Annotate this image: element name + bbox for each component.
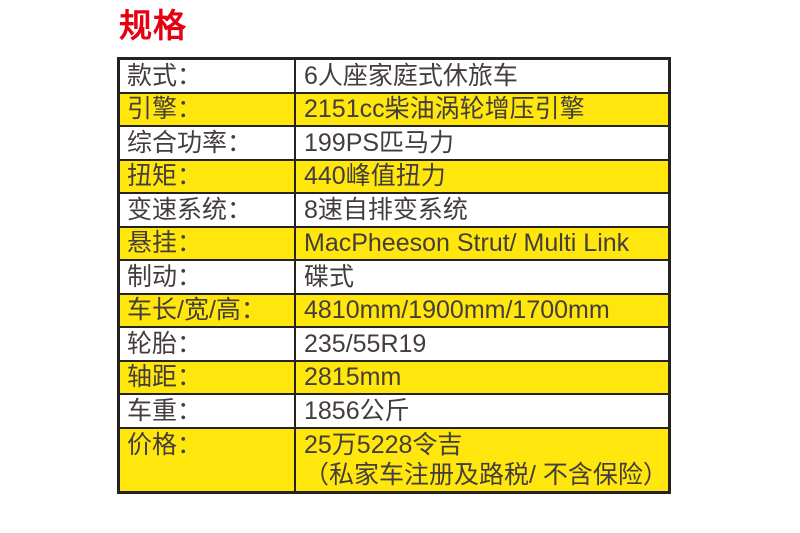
spec-label: 轴距： xyxy=(120,361,296,393)
spec-value-line: MacPheeson Strut/ Multi Link xyxy=(304,229,630,258)
table-row: 轴距： 2815mm xyxy=(120,361,668,395)
spec-value-line: 6人座家庭式休旅车 xyxy=(304,61,518,90)
spec-value-line: 25万5228令吉 xyxy=(304,430,463,459)
spec-value-line: 4810mm/1900mm/1700mm xyxy=(304,296,610,325)
spec-value: 440峰值扭力 xyxy=(296,161,668,193)
spec-label: 变速系统： xyxy=(120,194,296,226)
table-row: 车长/宽/高： 4810mm/1900mm/1700mm xyxy=(120,294,668,328)
spec-label: 价格： xyxy=(120,428,296,491)
spec-label: 车长/宽/高： xyxy=(120,294,296,326)
table-row: 款式： 6人座家庭式休旅车 xyxy=(120,60,668,94)
table-row: 车重： 1856公斤 xyxy=(120,395,668,429)
spec-value: MacPheeson Strut/ Multi Link xyxy=(296,228,668,260)
spec-value: 2815mm xyxy=(296,362,668,394)
spec-value-line: 碟式 xyxy=(304,262,355,291)
table-row: 价格： 25万5228令吉 （私家车注册及路税/ 不含保险） xyxy=(120,428,668,491)
table-row: 制动： 碟式 xyxy=(120,261,668,295)
spec-value: 25万5228令吉 （私家车注册及路税/ 不含保险） xyxy=(296,429,668,491)
spec-label: 悬挂： xyxy=(120,227,296,259)
page-title: 规格 xyxy=(119,7,187,44)
spec-value-line: 235/55R19 xyxy=(304,329,427,358)
spec-value-line: 440峰值扭力 xyxy=(304,162,446,191)
spec-value: 6人座家庭式休旅车 xyxy=(296,60,668,92)
spec-value-line: 199PS匹马力 xyxy=(304,128,455,157)
spec-label: 综合功率： xyxy=(120,127,296,159)
spec-value: 1856公斤 xyxy=(296,395,668,427)
table-row: 变速系统： 8速自排变系统 xyxy=(120,194,668,228)
spec-value: 8速自排变系统 xyxy=(296,194,668,226)
spec-value: 235/55R19 xyxy=(296,328,668,360)
spec-value-line: 2151cc柴油涡轮增压引擎 xyxy=(304,95,585,124)
spec-label: 制动： xyxy=(120,261,296,293)
spec-label: 款式： xyxy=(120,60,296,92)
spec-value-line: 8速自排变系统 xyxy=(304,195,468,224)
spec-value-line: （私家车注册及路税/ 不含保险） xyxy=(304,460,668,489)
table-row: 悬挂： MacPheeson Strut/ Multi Link xyxy=(120,227,668,261)
spec-label: 扭矩： xyxy=(120,160,296,192)
spec-value-line: 2815mm xyxy=(304,363,402,392)
table-row: 扭矩： 440峰值扭力 xyxy=(120,160,668,194)
spec-value-line: 1856公斤 xyxy=(304,396,410,425)
spec-label: 轮胎： xyxy=(120,328,296,360)
table-row: 综合功率： 199PS匹马力 xyxy=(120,127,668,161)
spec-value: 2151cc柴油涡轮增压引擎 xyxy=(296,94,668,126)
table-row: 引擎： 2151cc柴油涡轮增压引擎 xyxy=(120,93,668,127)
spec-value: 碟式 xyxy=(296,261,668,293)
table-row: 轮胎： 235/55R19 xyxy=(120,328,668,362)
spec-label: 引擎： xyxy=(120,93,296,125)
spec-value: 199PS匹马力 xyxy=(296,127,668,159)
spec-label: 车重： xyxy=(120,395,296,427)
spec-table: 款式： 6人座家庭式休旅车 引擎： 2151cc柴油涡轮增压引擎 综合功率： 199PS匹… xyxy=(117,57,671,494)
spec-value: 4810mm/1900mm/1700mm xyxy=(296,295,668,327)
